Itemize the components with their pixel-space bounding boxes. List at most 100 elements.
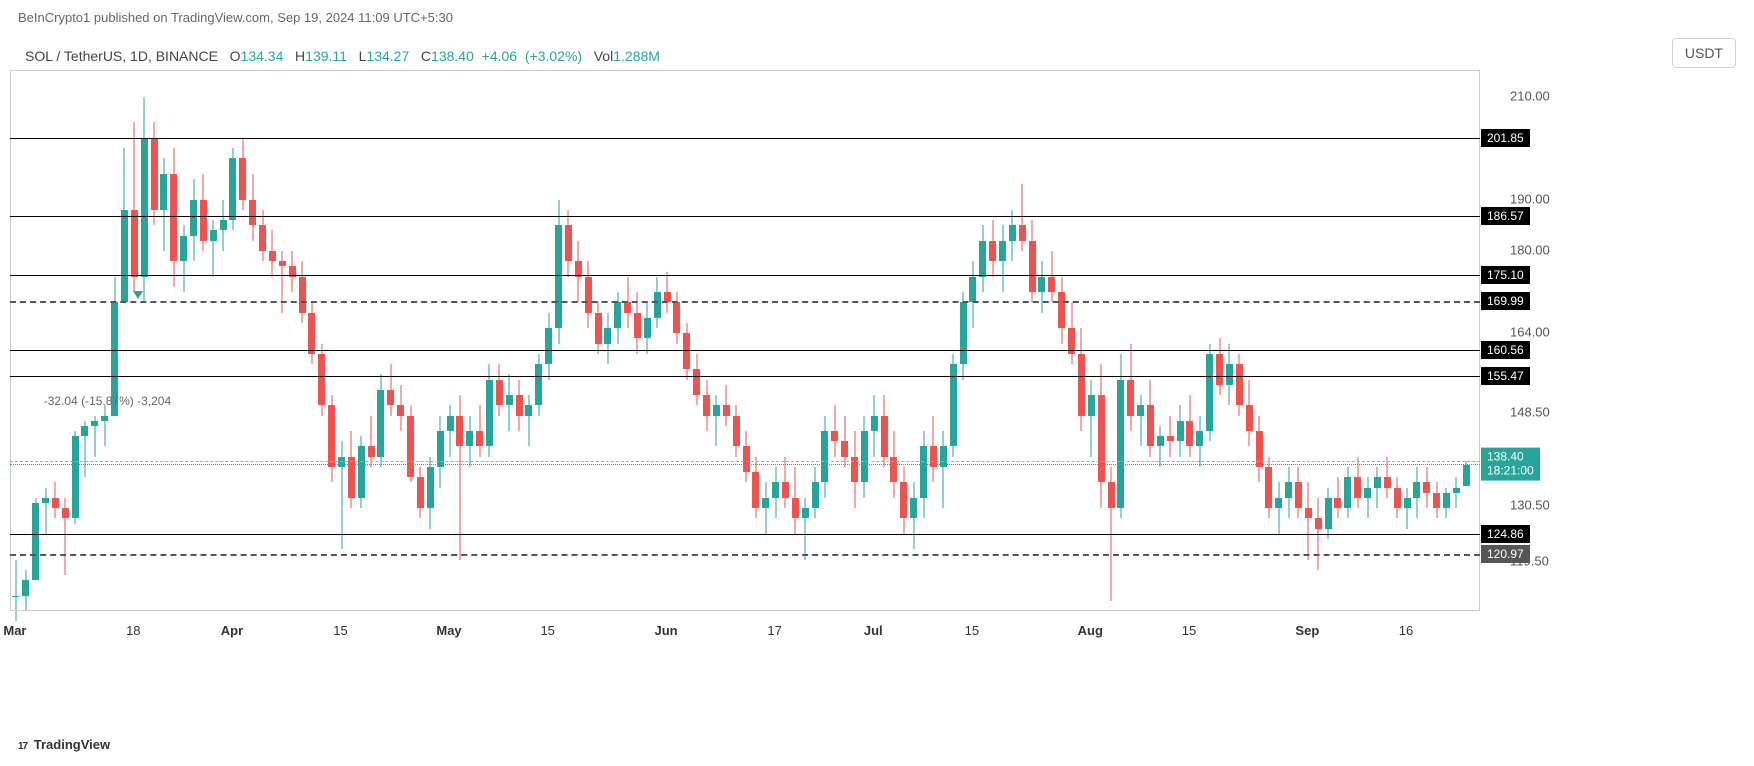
candle [1127,71,1134,611]
candle [131,71,138,611]
candle [397,71,404,611]
horizontal-line-label: 186.57 [1481,207,1530,225]
x-tick: 15 [965,623,979,638]
candle [101,71,108,611]
candle [693,71,700,611]
candle [881,71,888,611]
candle [190,71,197,611]
candle [673,71,680,611]
candle [427,71,434,611]
candle [782,71,789,611]
candle [1098,71,1105,611]
candle [604,71,611,611]
candle [1305,71,1312,611]
candle [1374,71,1381,611]
candle [180,71,187,611]
c-value: 138.40 [431,48,474,64]
candle [308,71,315,611]
candle [1216,71,1223,611]
candle [595,71,602,611]
candle [299,71,306,611]
candle [141,71,148,611]
candle [269,71,276,611]
symbol-text: SOL / TetherUS, 1D, BINANCE [25,48,218,64]
x-tick: May [436,623,461,638]
candle [950,71,957,611]
candle [644,71,651,611]
candle [1394,71,1401,611]
candle [792,71,799,611]
candle [377,71,384,611]
x-tick: Mar [3,623,26,638]
candle [1196,71,1203,611]
x-tick: Apr [221,623,243,638]
candle [1088,71,1095,611]
candle [1048,71,1055,611]
candle [447,71,454,611]
l-value: 134.27 [366,48,409,64]
candle [713,71,720,611]
candle [506,71,513,611]
horizontal-line-label: 160.56 [1481,341,1530,359]
candle [417,71,424,611]
candle [358,71,365,611]
candle [733,71,740,611]
h-value: 139.11 [305,48,347,64]
candle [664,71,671,611]
candle [1226,71,1233,611]
candle [535,71,542,611]
candle [496,71,503,611]
candle [1463,71,1470,611]
candle [160,71,167,611]
candle [1038,71,1045,611]
horizontal-line [10,461,1480,462]
candle [200,71,207,611]
candle [999,71,1006,611]
candle [1108,71,1115,611]
candle [338,71,345,611]
candle [1404,71,1411,611]
chart-area[interactable] [10,70,1480,610]
horizontal-line-label: 175.10 [1481,266,1530,284]
candle [32,71,39,611]
candle [1265,71,1272,611]
horizontal-line-label: 169.99 [1481,292,1530,310]
candle [249,71,256,611]
horizontal-line-label: 201.85 [1481,129,1530,147]
candle [1443,71,1450,611]
candle [752,71,759,611]
currency-badge: USDT [1672,38,1736,68]
horizontal-line-label: 155.47 [1481,367,1530,385]
y-tick: 210.00 [1510,88,1550,103]
x-tick: Jun [655,623,678,638]
candle [22,71,29,611]
candle [575,71,582,611]
vol-value: 1.288M [613,48,660,64]
candle [890,71,897,611]
candle [1137,71,1144,611]
candle [72,71,79,611]
y-tick: 190.00 [1510,191,1550,206]
y-tick: 148.50 [1510,405,1550,420]
candle [1206,71,1213,611]
candle [989,71,996,611]
candle [841,71,848,611]
candle [1354,71,1361,611]
candle [1068,71,1075,611]
candle [585,71,592,611]
candle [1246,71,1253,611]
candle [466,71,473,611]
candle [1019,71,1026,611]
candle [1315,71,1322,611]
candle [279,71,286,611]
candle [229,71,236,611]
vol-label: Vol [594,48,613,64]
y-tick: 180.00 [1510,243,1550,258]
candle [1117,71,1124,611]
o-label: O [230,48,241,64]
horizontal-line [10,350,1480,351]
candle [1285,71,1292,611]
candle [1177,71,1184,611]
candle [614,71,621,611]
candle [1433,71,1440,611]
